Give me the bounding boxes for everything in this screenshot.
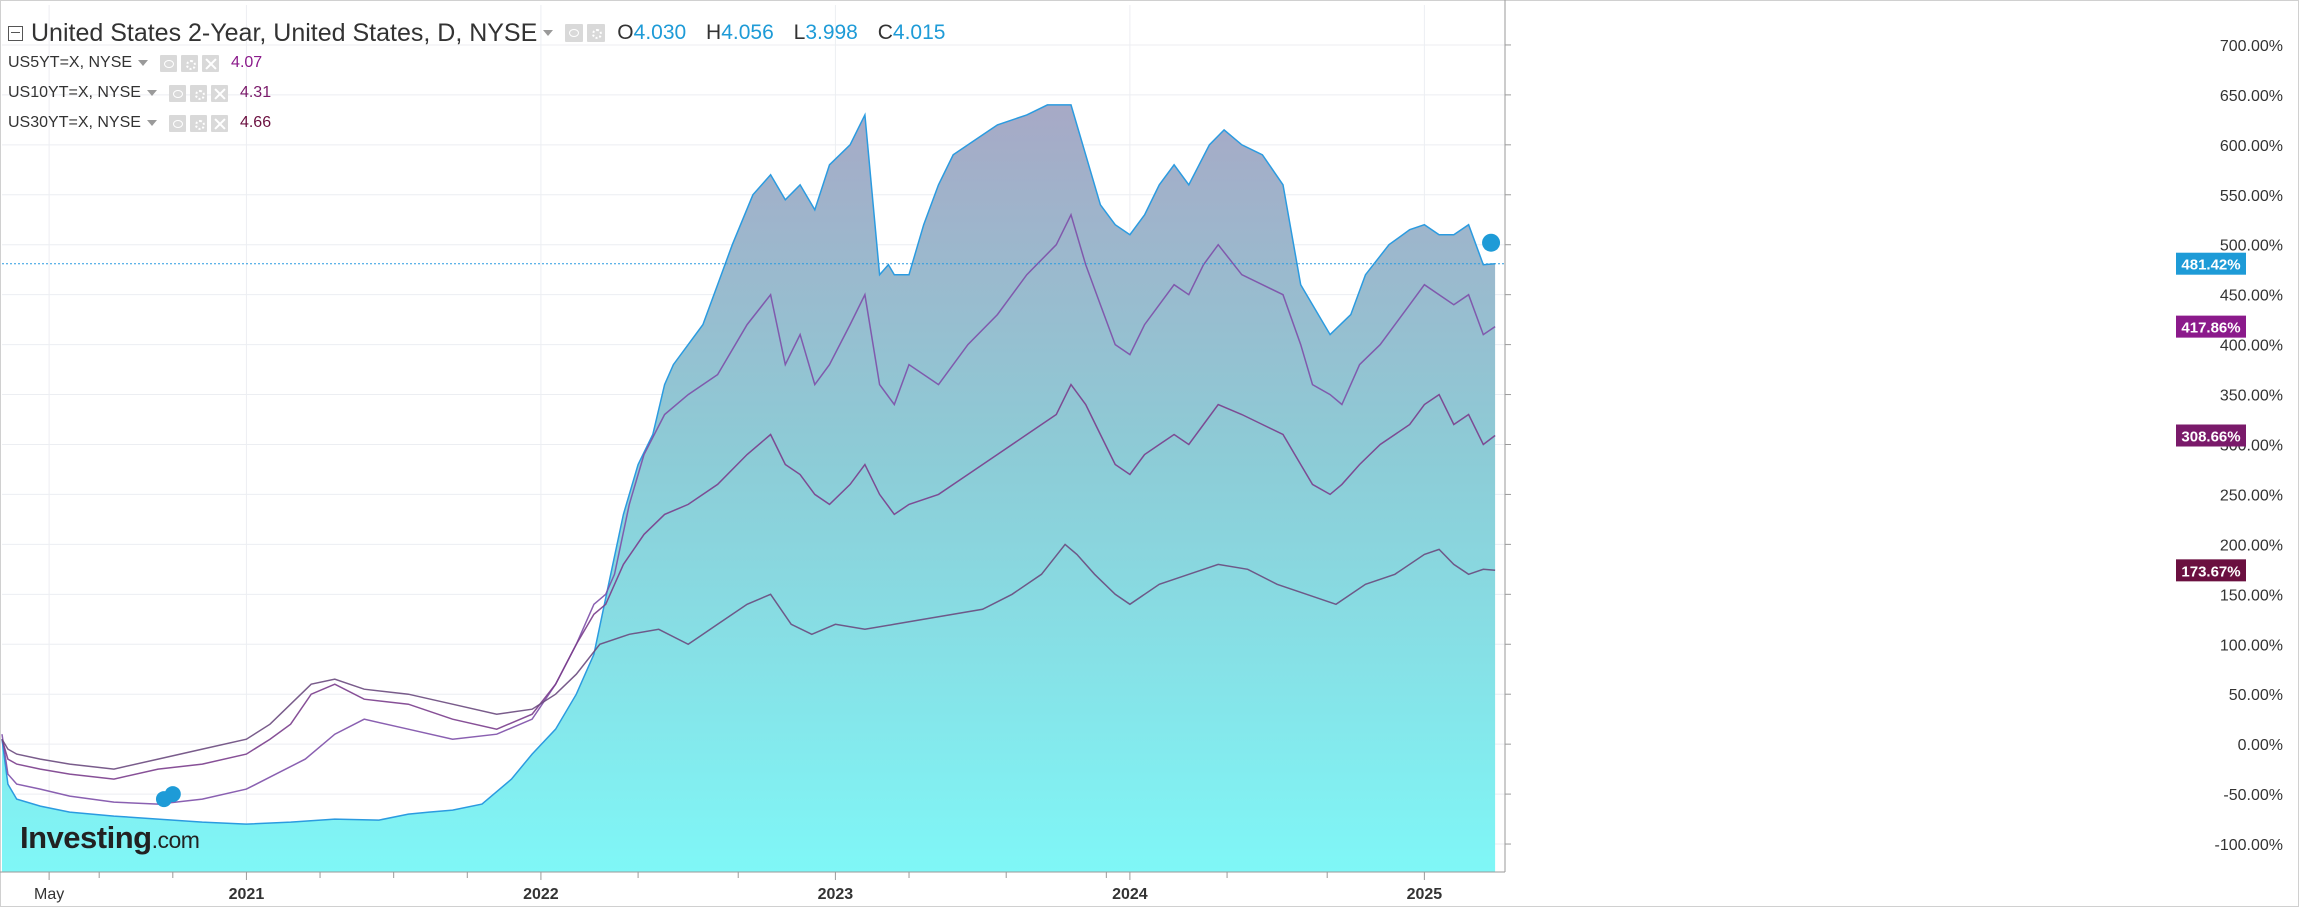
ohlc-close-label: C	[877, 21, 893, 44]
overlay-name[interactable]: US30YT=X, NYSE	[8, 114, 141, 131]
x-tick-label: 2025	[1407, 886, 1443, 903]
chevron-down-icon[interactable]	[146, 90, 157, 96]
pattern-marker-icon	[1482, 233, 1501, 252]
area-layer	[1, 104, 1496, 872]
overlay-value: 4.07	[231, 54, 263, 71]
investing-logo: Investing.com	[20, 820, 200, 856]
gear-icon[interactable]	[189, 84, 207, 102]
y-tick-label: 0.00%	[2238, 737, 2283, 754]
series-line-1	[1, 212, 1496, 805]
close-icon[interactable]	[210, 84, 228, 102]
pattern-marker-icon	[164, 786, 181, 803]
y-tick-label: 200.00%	[2220, 537, 2283, 554]
close-icon[interactable]	[210, 114, 228, 132]
y-tick-label: 600.00%	[2220, 138, 2283, 155]
last-value-badge	[2176, 559, 2246, 582]
last-value-badge	[2176, 315, 2246, 338]
overlay-row-us10y: US10YT=X, NYSE 4.31	[8, 78, 959, 108]
main-series-header: United States 2-Year, United States, D, …	[8, 18, 959, 48]
last-value-labels: 481.42% 417.86% 308.66% 173.67%	[155, 233, 2246, 808]
us2y-area-fill	[2, 104, 1496, 872]
y-tick-label: 100.00%	[2220, 637, 2283, 654]
y-tick-label: 700.00%	[2220, 38, 2283, 55]
y-tick-label: 650.00%	[2220, 88, 2283, 105]
gear-icon[interactable]	[189, 114, 207, 132]
eye-icon[interactable]	[160, 54, 178, 72]
series-line-2	[1, 383, 1496, 780]
ohlc-low-label: L	[793, 21, 806, 44]
x-tick-label: May	[34, 886, 64, 903]
chevron-down-icon[interactable]	[543, 30, 554, 36]
last-value-badge	[2176, 424, 2246, 447]
x-tick-label: 2024	[1112, 886, 1148, 903]
y-tick-label: -100.00%	[2215, 837, 2284, 854]
y-tick-label: 250.00%	[2220, 487, 2283, 504]
overlay-row-us30y: US30YT=X, NYSE 4.66	[8, 108, 959, 138]
chevron-down-icon[interactable]	[146, 120, 157, 126]
y-tick-label: 150.00%	[2220, 587, 2283, 604]
y-tick-label: 50.00%	[2229, 687, 2283, 704]
y-tick-label: 400.00%	[2220, 338, 2283, 355]
y-tick-label: 500.00%	[2220, 238, 2283, 255]
close-icon[interactable]	[202, 54, 220, 72]
overlay-name[interactable]: US5YT=X, NYSE	[8, 54, 133, 71]
eye-icon[interactable]	[168, 114, 186, 132]
last-value-label: 308.66%	[2181, 429, 2240, 446]
chart-title[interactable]: United States 2-Year, United States, D, …	[31, 18, 538, 47]
y-tick-label: -50.00%	[2223, 787, 2283, 804]
y-tick-label: 350.00%	[2220, 388, 2283, 405]
last-value-label: 417.86%	[2181, 320, 2240, 337]
overlay-value: 4.31	[239, 84, 272, 101]
gear-icon[interactable]	[181, 54, 199, 72]
ohlc-high-label: H	[706, 21, 722, 44]
us2y-area-line	[1, 104, 1496, 825]
last-value-badge	[2176, 252, 2246, 275]
x-tick-label: 2022	[523, 886, 559, 903]
overlay-value: 4.66	[239, 114, 272, 131]
brand-suffix: .com	[151, 827, 200, 853]
collapse-icon[interactable]	[8, 25, 23, 41]
last-value-label: 173.67%	[2181, 563, 2240, 580]
overlay-row-us5y: US5YT=X, NYSE 4.07	[8, 48, 959, 78]
chevron-down-icon[interactable]	[138, 60, 149, 66]
gear-icon[interactable]	[587, 24, 606, 42]
x-tick-label: 2021	[229, 886, 265, 903]
legend: United States 2-Year, United States, D, …	[8, 18, 959, 138]
ohlc-low-value: 3.998	[805, 21, 858, 44]
eye-icon[interactable]	[565, 24, 584, 42]
eye-icon[interactable]	[168, 84, 186, 102]
series-lines	[1, 212, 1505, 805]
ohlc-close-value: 4.015	[892, 21, 946, 44]
overlay-name[interactable]: US10YT=X, NYSE	[8, 84, 141, 101]
y-tick-label: 550.00%	[2220, 188, 2283, 205]
ohlc-readout: O4.030 H4.056 L3.998 C4.015	[617, 21, 959, 45]
y-tick-label: 450.00%	[2220, 288, 2283, 305]
ohlc-open-value: 4.030	[633, 21, 687, 44]
x-tick-label: 2023	[818, 886, 854, 903]
brand-name: Investing	[20, 820, 152, 855]
series-line-3	[1, 543, 1496, 770]
ohlc-high-value: 4.056	[721, 21, 774, 44]
last-value-label: 481.42%	[2181, 257, 2240, 274]
ohlc-open-label: O	[617, 21, 634, 44]
